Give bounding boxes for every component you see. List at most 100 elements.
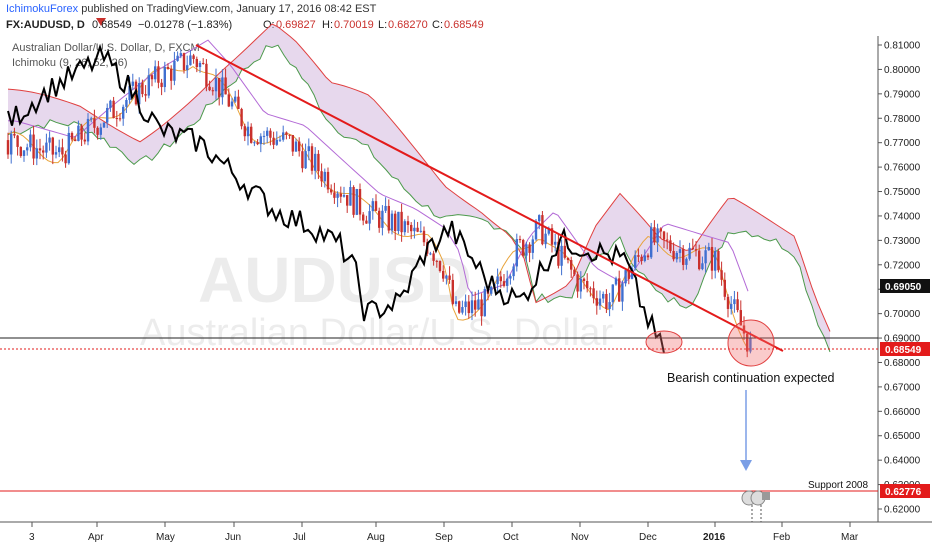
candle-body [131, 81, 134, 86]
candle-body [282, 132, 285, 140]
candle-body [118, 118, 122, 120]
candle-body [531, 239, 534, 253]
candle-body [653, 227, 656, 243]
low-value: 0.68270 [388, 19, 428, 31]
candle-body [557, 241, 560, 266]
candle-body [406, 221, 410, 225]
candle-body [707, 246, 710, 251]
candle-body [218, 78, 221, 98]
candle-body [410, 224, 413, 232]
candle-body [317, 153, 320, 172]
candle-body [301, 151, 304, 169]
symbol-header: FX:AUDUSD, D [6, 18, 106, 31]
candle-body [221, 77, 224, 98]
candle-body [733, 299, 736, 305]
candle-body [448, 275, 451, 280]
candle-body [336, 193, 339, 198]
x-tick-label: Mar [841, 532, 859, 543]
candle-body [35, 148, 38, 159]
x-tick-label: Apr [88, 532, 104, 543]
candle-body [566, 257, 570, 261]
candle-body [141, 83, 144, 95]
candle-body [304, 151, 307, 169]
highlight-circle-large[interactable] [727, 319, 775, 367]
candle-body [374, 201, 378, 211]
x-tick-label: May [156, 532, 175, 543]
candle-body [541, 215, 544, 245]
candle-body [54, 152, 58, 155]
y-tick-label: 0.72000 [884, 260, 921, 271]
candle-body [214, 78, 218, 92]
down-arrow-icon [96, 18, 106, 26]
bearish-annotation[interactable]: Bearish continuation expected [667, 371, 835, 385]
event-flags[interactable] [741, 490, 770, 522]
candle-body [371, 201, 374, 212]
candle-body [125, 100, 128, 107]
legend-indicator: Ichimoku (9, 26, 52, 26) [12, 57, 128, 69]
candle-body [243, 126, 246, 137]
highlight-circle-small[interactable] [645, 330, 683, 354]
x-tick-label: Nov [571, 532, 589, 543]
candle-body [144, 94, 147, 96]
x-axis[interactable]: 3 Apr May Jun Jul Aug Sep Oct Nov Dec 2016 Feb Mar [29, 522, 859, 543]
candle-body [522, 239, 525, 256]
candle-body [320, 171, 323, 182]
candle-body [685, 258, 688, 265]
candle-body [483, 289, 486, 317]
candle-body [6, 140, 10, 155]
candle-body [749, 337, 752, 352]
cloud-fill [8, 23, 830, 352]
x-tick-label: Dec [639, 532, 657, 543]
candle-body [16, 135, 19, 147]
candle-body [234, 96, 237, 102]
candle-body [640, 256, 643, 261]
candle-body [160, 82, 163, 88]
candle-body [208, 86, 211, 91]
legend-series: Australian Dollar/U.S. Dollar, D, FXCM [12, 42, 200, 54]
candle-body [189, 55, 192, 66]
candle-body [250, 126, 253, 143]
price-tag-level-text: 0.69050 [885, 282, 922, 293]
author-link[interactable]: IchimokuForex [6, 3, 79, 15]
chikou-span [7, 43, 665, 354]
candle-body [458, 301, 461, 313]
candle-body [435, 260, 438, 262]
candle-body [109, 100, 112, 108]
candle-body [323, 171, 326, 182]
candle-body [720, 270, 723, 280]
candle-body [298, 141, 301, 152]
close-label: C: [432, 19, 443, 31]
trend-line[interactable] [195, 44, 784, 352]
candle-body [512, 266, 515, 277]
symbol-label: FX:AUDUSD, D [6, 19, 85, 31]
candle-body [675, 252, 678, 260]
candle-body [256, 142, 259, 145]
candle-body [58, 147, 61, 153]
candle-body [592, 288, 595, 299]
candle-body [61, 147, 64, 155]
candle-body [480, 299, 483, 317]
candle-body [51, 137, 54, 155]
candle-body [442, 271, 445, 279]
y-tick-label: 0.80000 [884, 65, 921, 76]
candle-body [582, 278, 586, 281]
candle-body [550, 228, 554, 245]
candle-body [147, 75, 150, 96]
candle-body [490, 286, 493, 294]
candle-body [13, 133, 16, 136]
candle-body [291, 135, 294, 152]
y-tick-label: 0.70000 [884, 309, 921, 320]
candle-body [358, 189, 362, 215]
candle-body [272, 137, 275, 145]
price-tag-level: 0.69050 [880, 279, 930, 293]
y-axis[interactable]: 0.81000 0.80000 0.79000 0.78000 0.77000 0.760… [878, 41, 921, 516]
candle-body [701, 263, 704, 270]
candle-body [22, 150, 26, 156]
plot-area[interactable] [0, 36, 932, 523]
candle-body [710, 246, 714, 271]
candle-body [579, 278, 582, 292]
candle-body [656, 228, 659, 243]
candle-body [294, 141, 298, 152]
support-annotation[interactable]: Support 2008 [808, 480, 868, 491]
